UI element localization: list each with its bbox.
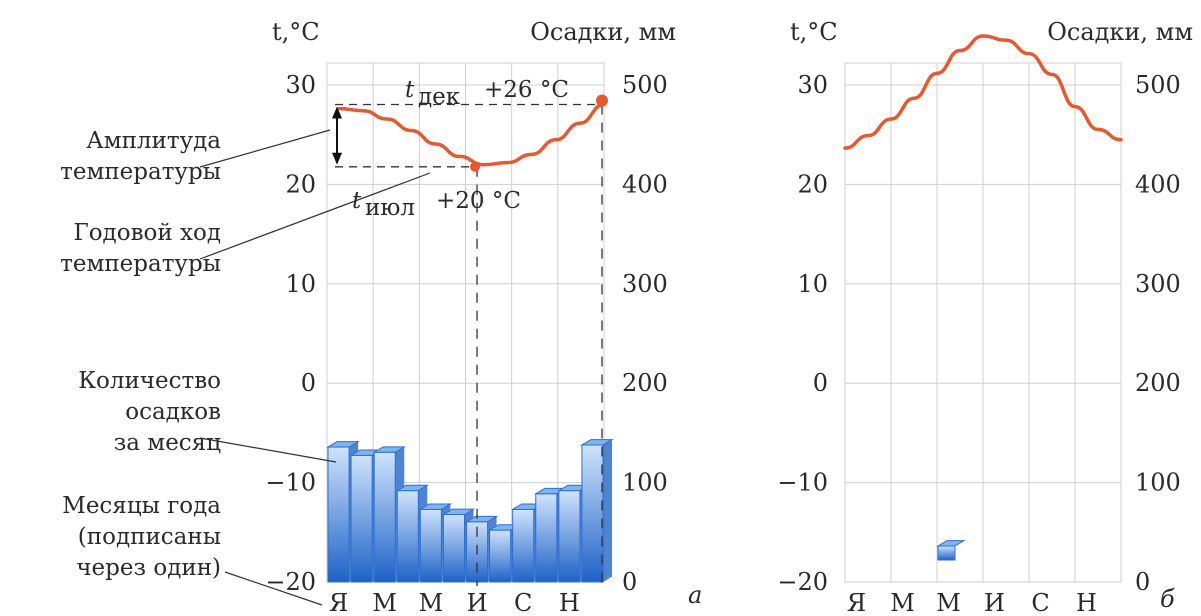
min-t-symbol: t	[352, 188, 362, 214]
y-left-tick-label: 30	[285, 71, 316, 99]
y-right-tick-label: 0	[622, 568, 637, 596]
callout-text: через один)	[76, 555, 221, 581]
y-left-tick-label: 10	[285, 270, 316, 298]
min-point	[470, 161, 481, 172]
plot-frame	[326, 62, 605, 583]
callout-leader	[199, 172, 431, 260]
month-label: С	[514, 589, 532, 616]
month-label: И	[467, 589, 488, 616]
precipitation-bar	[396, 490, 419, 583]
y-right-axis-title: Осадки, мм	[530, 18, 676, 46]
climate-diagram-a: t,°C Осадки, мм3020100−10−205004003002001…	[60, 18, 702, 616]
callout-leader	[199, 129, 331, 168]
y-right-axis-title: Осадки, мм	[1047, 18, 1193, 46]
y-right-tick-label: 400	[622, 170, 668, 198]
plot-frame	[844, 62, 1122, 583]
climate-diagram-b: t,°C Осадки, мм3020100−10−205004003002001…	[777, 18, 1193, 616]
y-left-tick-label: 10	[797, 270, 828, 298]
month-label: М	[372, 589, 397, 616]
callout-text: за месяц	[114, 430, 221, 456]
y-left-tick-label: −10	[777, 469, 828, 497]
y-left-tick-label: 0	[813, 369, 828, 397]
precipitation-bar	[373, 451, 396, 583]
max-value-label: +26 °C	[484, 77, 569, 103]
precipitation-bars	[326, 439, 614, 583]
panel-letter: а	[688, 581, 702, 609]
precipitation-bar	[442, 514, 465, 583]
callout-leader	[199, 437, 337, 463]
temperature-curve	[337, 102, 606, 167]
callout-text: Месяцы года	[62, 493, 221, 519]
y-left-tick-label: −10	[265, 469, 316, 497]
y-right-tick-label: 400	[1135, 170, 1181, 198]
month-label: М	[936, 589, 961, 616]
month-label: С	[1031, 589, 1049, 616]
grid	[844, 62, 1122, 583]
precipitation-bar-side	[603, 439, 612, 582]
callout-text: Годовой ход	[73, 220, 221, 246]
y-left-tick-label: −20	[777, 568, 828, 596]
max-t-symbol: t	[405, 77, 415, 103]
max-t-subscript: дек	[418, 84, 461, 110]
amplitude-arrow-head	[332, 106, 342, 119]
month-label: Н	[1076, 589, 1097, 616]
precipitation-bar	[558, 490, 581, 583]
y-right-tick-label: 0	[1135, 568, 1150, 596]
grid	[326, 62, 605, 583]
precipitation-bar	[535, 493, 558, 583]
precipitation-bar	[350, 454, 373, 583]
y-right-tick-label: 100	[622, 469, 668, 497]
precipitation-bar	[937, 545, 956, 561]
y-left-tick-label: 30	[797, 71, 828, 99]
precipitation-bar-top	[936, 540, 966, 547]
callout-text: осадков	[125, 399, 221, 425]
precipitation-bar	[581, 444, 604, 583]
y-left-tick-label: 20	[797, 170, 828, 198]
max-point	[596, 94, 608, 107]
precipitation-bar	[512, 508, 535, 583]
y-left-tick-label: −20	[265, 568, 316, 596]
month-label: Я	[847, 589, 866, 616]
precipitation-bar	[419, 508, 442, 583]
month-label: М	[890, 589, 915, 616]
y-left-tick-label: 0	[301, 369, 316, 397]
callout-text: температуры	[60, 159, 221, 185]
month-label: Н	[559, 589, 580, 616]
y-right-tick-label: 500	[622, 71, 668, 99]
y-right-tick-label: 500	[1135, 71, 1181, 99]
month-label: М	[419, 589, 444, 616]
y-right-tick-label: 200	[1135, 369, 1181, 397]
precipitation-bar	[327, 446, 350, 583]
y-right-tick-label: 100	[1135, 469, 1181, 497]
y-right-tick-label: 300	[1135, 270, 1181, 298]
temperature-curve	[843, 34, 1123, 150]
callout-leader	[224, 571, 323, 606]
y-left-axis-title: t,°C	[790, 18, 838, 46]
y-left-tick-label: 20	[285, 170, 316, 198]
min-value-label: +20 °C	[436, 188, 521, 214]
month-label: И	[984, 589, 1005, 616]
precipitation-bar	[489, 529, 512, 583]
panel-letter: б	[1160, 585, 1175, 613]
y-right-tick-label: 300	[622, 270, 668, 298]
precipitation-bars	[936, 540, 966, 561]
callout-text: Амплитуда	[86, 128, 221, 154]
month-label: Я	[329, 589, 348, 616]
y-right-tick-label: 200	[622, 369, 668, 397]
callout-text: температуры	[60, 251, 221, 277]
amplitude-arrow-head	[332, 152, 342, 165]
callout-text: (подписаны	[78, 524, 221, 550]
callout-text: Количество	[78, 368, 221, 394]
min-t-subscript: июл	[365, 195, 415, 221]
y-left-axis-title: t,°C	[272, 18, 320, 46]
